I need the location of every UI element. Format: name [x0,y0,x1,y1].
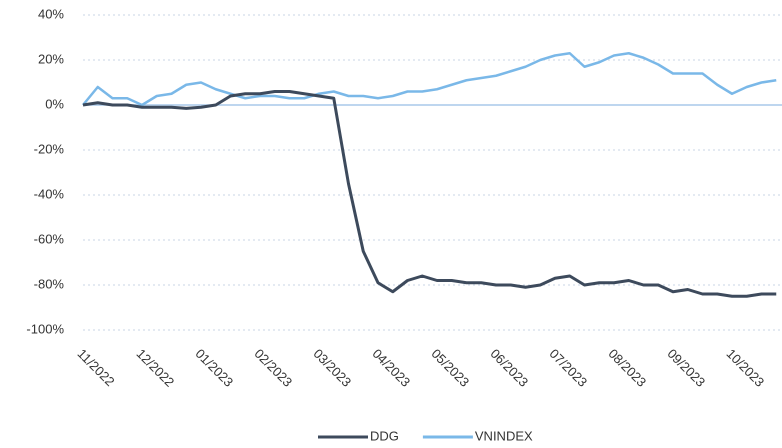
y-tick-label: -80% [34,276,65,291]
x-tick-label: 04/2023 [369,346,413,390]
y-tick-label: -100% [26,321,64,336]
x-tick-label: 12/2022 [133,346,177,390]
x-tick-label: 05/2023 [428,346,472,390]
y-tick-label: -60% [34,231,65,246]
legend-label: VNINDEX [475,428,533,443]
x-tick-label: 11/2022 [74,346,117,389]
x-tick-label: 03/2023 [310,346,354,390]
line-series [82,90,777,298]
x-tick-label: 10/2023 [723,346,767,390]
y-tick-label: 20% [38,51,64,66]
legend-label: DDG [370,428,399,443]
x-tick-label: 07/2023 [546,346,590,390]
y-tick-label: -40% [34,186,65,201]
line-series [82,52,777,107]
x-tick-label: 06/2023 [487,346,531,390]
y-tick-label: -20% [34,141,65,156]
x-tick-label: 08/2023 [605,346,649,390]
x-tick-label: 09/2023 [664,346,708,390]
y-tick-label: 40% [38,6,64,21]
y-tick-label: 0% [45,96,64,111]
x-tick-label: 01/2023 [192,346,236,390]
x-tick-label: 02/2023 [251,346,295,390]
